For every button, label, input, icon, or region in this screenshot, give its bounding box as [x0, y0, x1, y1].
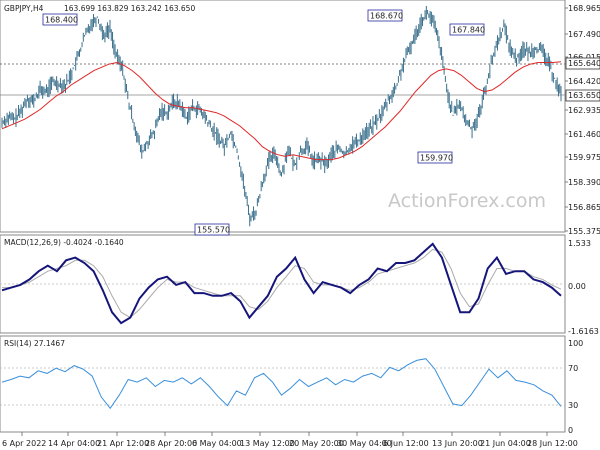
rsi-line [1, 358, 562, 410]
y-tick-label: 156.865 [568, 203, 600, 212]
macd-series [1, 242, 562, 325]
x-tick-label: 28 Apr 20:00 [145, 439, 197, 448]
x-tick-label: 28 Jun 12:00 [527, 439, 578, 448]
annotation-box [449, 23, 485, 36]
rsi-tick-label: 0 [568, 426, 573, 435]
x-tick-label: 21 Jun 04:00 [480, 439, 531, 448]
annotation-label: 155.570 [197, 226, 230, 235]
current-price-box [565, 89, 600, 102]
x-tick-label: 20 May 20:00 [289, 439, 344, 448]
annotation-label: 168.670 [370, 12, 403, 21]
macd-tick-label: -1.6163 [568, 327, 599, 336]
price-y-axis: 168.965 167.490 166.015 164.420 162.935 161.4… [565, 4, 600, 236]
y-tick-label: 162.935 [568, 106, 600, 115]
y-tick-label: 161.460 [568, 130, 600, 139]
rsi-y-axis: 100 70 30 0 [568, 339, 583, 435]
macd-y-axis: 1.533 0.00 -1.6163 [568, 239, 599, 336]
price-series [1, 5, 562, 227]
annotation-label: 159.970 [420, 154, 453, 163]
macd-label: MACD(12,26,9) -0.4024 -0.1640 [4, 238, 124, 247]
y-tick-label: 158.390 [568, 178, 600, 187]
y-tick-label: 155.375 [568, 227, 600, 236]
rsi-tick-label: 70 [568, 364, 578, 373]
macd-tick-label: 1.533 [568, 239, 591, 248]
moving-average-line [1, 61, 562, 161]
x-tick-label: 6 Jun 12:00 [383, 439, 429, 448]
x-tick-label: 21 Apr 12:00 [97, 439, 149, 448]
ma-price-label: 165.640 [568, 59, 600, 68]
x-tick-label: 14 Apr 04:00 [48, 439, 100, 448]
ma-price-box [565, 57, 600, 70]
current-price-label: 163.650 [568, 91, 600, 100]
ohlc-header: 163.699 163.829 163.242 163.650 [64, 4, 195, 13]
annotation-box [417, 151, 453, 164]
price-annotations: 168.400 155.570 168.670 167.840 159.970 [42, 9, 485, 236]
rsi-tick-label: 100 [568, 339, 583, 348]
y-tick-label: 167.490 [568, 30, 600, 39]
macd-tick-label: 0.00 [568, 282, 586, 291]
rsi-panel-frame [0, 335, 566, 433]
watermark: ActionForex.com [388, 190, 546, 212]
annotation-label: 167.840 [452, 26, 485, 35]
y-tick-label: 168.965 [568, 4, 600, 13]
x-tick-label: 6 May 04:00 [192, 439, 242, 448]
rsi-tick-label: 30 [568, 401, 578, 410]
y-tick-label: 164.420 [568, 77, 600, 86]
annotation-box [42, 13, 78, 26]
x-tick-label: 13 May 12:00 [240, 439, 295, 448]
annotation-box [367, 9, 403, 22]
price-panel-frame [0, 0, 566, 233]
macd-panel-frame [0, 234, 566, 334]
x-tick-label: 6 Apr 2022 [2, 439, 46, 448]
macd-signal-line [2, 248, 562, 319]
x-tick-label: 13 Jun 20:00 [432, 439, 483, 448]
y-tick-label: 159.975 [568, 153, 600, 162]
symbol-header: GBPJPY,H4 [4, 4, 44, 13]
y-tick-label: 166.015 [568, 53, 600, 62]
annotation-label: 168.400 [45, 16, 78, 25]
rsi-label: RSI(14) 27.1467 [4, 339, 65, 348]
macd-main-line [1, 242, 562, 325]
x-tick-label: 30 May 04:00 [337, 439, 392, 448]
rsi-series [1, 358, 562, 410]
annotation-box [194, 223, 230, 236]
